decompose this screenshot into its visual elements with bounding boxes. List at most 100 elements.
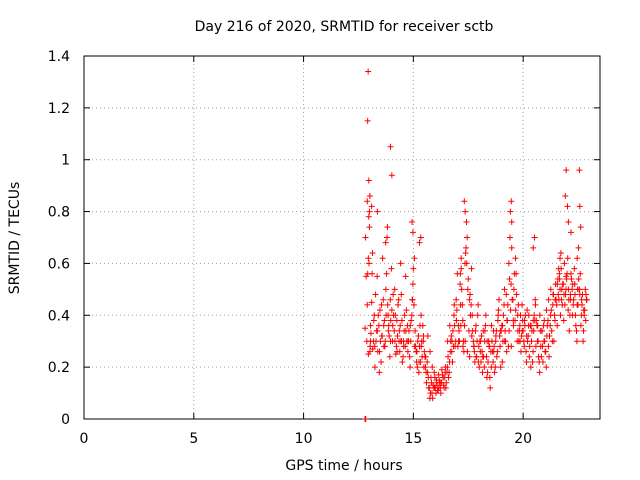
data-point — [574, 255, 581, 262]
data-point — [465, 327, 472, 334]
data-point — [453, 317, 460, 324]
data-point — [431, 369, 438, 376]
data-point — [392, 351, 399, 358]
data-point — [366, 208, 373, 215]
data-point — [464, 348, 471, 355]
data-point — [572, 312, 579, 319]
data-point — [470, 338, 477, 345]
data-point — [530, 348, 537, 355]
data-point — [559, 301, 566, 308]
x-tick-label: 10 — [295, 431, 313, 447]
data-point — [412, 327, 419, 334]
data-point — [449, 327, 456, 334]
data-point — [545, 343, 552, 350]
data-point — [462, 208, 469, 215]
data-point — [364, 117, 371, 124]
data-point — [447, 348, 454, 355]
data-point — [574, 301, 581, 308]
data-point — [510, 286, 517, 293]
data-point — [414, 364, 421, 371]
data-point — [395, 296, 402, 303]
data-point — [418, 312, 425, 319]
data-point — [467, 291, 474, 298]
data-point — [497, 343, 504, 350]
data-point — [501, 338, 508, 345]
data-point — [457, 322, 464, 329]
data-point — [501, 301, 508, 308]
data-point — [423, 379, 430, 386]
data-point — [378, 301, 385, 308]
data-point — [492, 364, 499, 371]
data-point — [458, 255, 465, 262]
data-point — [512, 255, 519, 262]
y-tick-label: 0.2 — [48, 360, 70, 376]
data-point — [566, 312, 573, 319]
data-point — [531, 312, 538, 319]
data-point — [386, 353, 393, 360]
data-point — [454, 343, 461, 350]
data-point — [438, 379, 445, 386]
data-point — [362, 325, 369, 332]
data-point — [450, 312, 457, 319]
data-point — [385, 327, 392, 334]
data-point — [484, 338, 491, 345]
data-point — [431, 374, 438, 381]
data-point — [416, 239, 423, 246]
data-point — [523, 358, 530, 365]
data-point — [551, 317, 558, 324]
data-point — [569, 281, 576, 288]
data-point — [472, 327, 479, 334]
data-point — [518, 333, 525, 340]
data-point — [382, 338, 389, 345]
data-point — [466, 353, 473, 360]
data-point — [418, 343, 425, 350]
data-point — [567, 296, 574, 303]
data-point — [378, 358, 385, 365]
data-point — [484, 369, 491, 376]
data-point — [560, 281, 567, 288]
data-point — [541, 317, 548, 324]
data-point — [582, 317, 589, 324]
data-point — [401, 312, 408, 319]
data-point — [475, 358, 482, 365]
data-point — [394, 301, 401, 308]
data-point — [409, 296, 416, 303]
grid-layer — [84, 56, 600, 419]
data-point — [440, 374, 447, 381]
data-point — [546, 353, 553, 360]
data-point — [427, 348, 434, 355]
data-point — [575, 275, 582, 282]
data-point — [459, 317, 466, 324]
data-point — [388, 172, 395, 179]
data-point — [573, 338, 580, 345]
data-point — [571, 291, 578, 298]
data-point — [497, 327, 504, 334]
data-point — [556, 270, 563, 277]
data-point — [400, 353, 407, 360]
data-point — [536, 358, 543, 365]
data-point — [388, 307, 395, 314]
data-point — [529, 358, 536, 365]
data-point — [479, 353, 486, 360]
data-point — [384, 234, 391, 241]
x-tick-label: 5 — [189, 431, 198, 447]
data-point — [576, 286, 583, 293]
data-point — [398, 291, 405, 298]
data-point — [497, 364, 504, 371]
data-point — [528, 338, 535, 345]
data-point — [554, 322, 561, 329]
data-point — [376, 348, 383, 355]
points-layer — [362, 68, 590, 422]
data-point — [387, 143, 394, 150]
data-point — [532, 343, 539, 350]
data-point — [403, 307, 410, 314]
data-point — [397, 322, 404, 329]
data-point — [541, 338, 548, 345]
data-point — [563, 273, 570, 280]
data-point — [494, 317, 501, 324]
data-point — [580, 338, 587, 345]
data-point — [539, 327, 546, 334]
data-point — [420, 364, 427, 371]
data-point — [362, 234, 369, 241]
data-point — [486, 374, 493, 381]
